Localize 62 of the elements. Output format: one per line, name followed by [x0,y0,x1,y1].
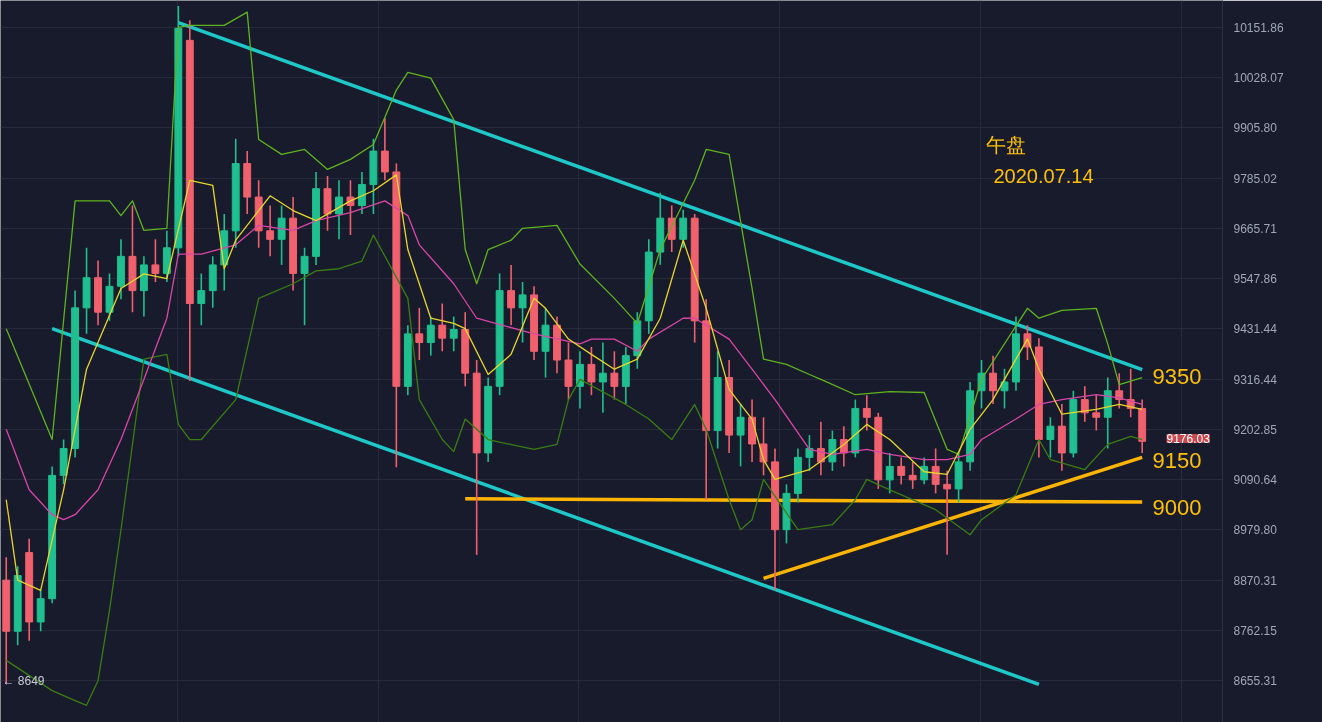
candlestick [507,264,516,326]
annotation: ← 8649 [2,673,45,688]
text: 9350 [1152,364,1202,389]
y-tick-label: 9547.86 [1233,272,1278,287]
line-series [5,200,1143,521]
y-tick-label: 9202.85 [1233,422,1278,437]
y-tick-label: 10151.86 [1233,20,1284,35]
y-tick-label: 8762.15 [1233,623,1278,638]
candlestick [449,315,458,353]
candlestick [667,204,676,253]
candlestick [828,429,837,472]
candlestick [151,238,160,283]
candlestick [438,302,447,353]
candlestick [300,247,309,326]
candlestick [908,461,917,490]
y-tick-label: 10028.07 [1233,71,1284,86]
candlestick [1000,367,1009,410]
candlestick [805,434,814,472]
candlestick [380,117,389,182]
candlestick [357,171,366,215]
text: 9176.03 [1166,432,1211,446]
y-tick-label: 8870.31 [1233,573,1278,588]
candlestick [1080,385,1089,423]
candlestick [346,179,355,236]
candlestick [1092,394,1101,432]
candlestick [426,315,435,357]
candlestick [736,403,745,468]
candlestick [266,204,275,258]
candlestick [598,341,607,414]
y-tick-label: 9785.02 [1233,171,1278,186]
y-tick-label: 9905.80 [1233,121,1278,136]
candlestick [931,447,940,495]
candlestick [759,416,768,477]
candlestick [920,456,929,486]
candlestick [277,204,286,266]
candlestick [518,281,527,344]
candlestick [335,179,343,241]
candlestick [576,350,584,410]
text: 2020.07.14 [993,164,1094,187]
candlestick [679,208,688,249]
text: 午盘 [985,133,1026,156]
candlestick [36,588,45,633]
y-tick-label: 9665.71 [1233,221,1278,236]
candlestick [885,452,894,495]
text: 9000 [1152,495,1202,520]
y-tick-label: 9090.64 [1233,473,1278,488]
candlestick [415,307,424,361]
candlestick [989,354,997,405]
candlestick [1046,416,1055,459]
candlestick [897,456,906,486]
y-tick-label: 8655.31 [1233,674,1278,689]
text: 9150 [1152,448,1202,473]
candlestick [197,272,206,326]
candlestick [610,350,619,401]
y-tick-label: 8979.80 [1233,523,1278,538]
y-tick-label: 9316.44 [1233,372,1278,387]
candlestick [587,346,596,396]
line-series [5,11,1143,455]
candlestick [862,394,871,432]
candlestick [943,470,952,556]
candlestick [1115,372,1124,410]
y-tick-label: 9431.44 [1233,322,1278,337]
